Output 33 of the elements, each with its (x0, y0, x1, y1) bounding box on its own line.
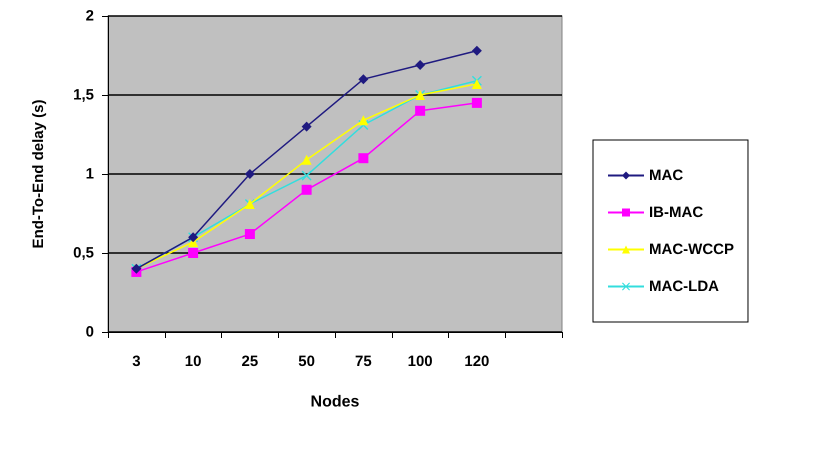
point (358, 115, 368, 126)
x-axis-title: Nodes (310, 394, 360, 410)
point (472, 46, 482, 56)
legend-label: IB-MAC (649, 204, 704, 221)
point (358, 74, 368, 84)
point (302, 184, 312, 195)
legend-label: MAC-WCCP (649, 241, 734, 258)
point (244, 169, 255, 179)
y-tick-label: 1,5 (73, 86, 94, 104)
x-tick-label: 100 (408, 353, 433, 370)
point (302, 170, 312, 181)
x-tick-label: 50 (298, 353, 315, 370)
x-tick-label: 10 (184, 353, 202, 370)
point (472, 78, 482, 89)
point (358, 153, 368, 164)
y-tick-label: 0,5 (73, 244, 94, 262)
point (188, 248, 198, 258)
y-tick-label: 1 (86, 166, 94, 182)
y-tick-label: 0 (86, 324, 94, 340)
legend-label: MAC (649, 167, 684, 184)
x-tick-label: 25 (242, 353, 258, 370)
x-tick-label: 75 (355, 353, 372, 370)
point (472, 98, 482, 108)
legend-label: MAC-LDA (649, 278, 720, 295)
point (415, 60, 426, 70)
point (415, 106, 426, 116)
point (244, 229, 255, 240)
x-tick-label: 3 (132, 353, 141, 370)
point (302, 154, 312, 165)
x-tick-label: 120 (464, 353, 490, 370)
point (302, 122, 312, 132)
y-tick-label: 2 (86, 8, 94, 24)
y-axis-title: End-To-End delay (s) (30, 100, 47, 248)
